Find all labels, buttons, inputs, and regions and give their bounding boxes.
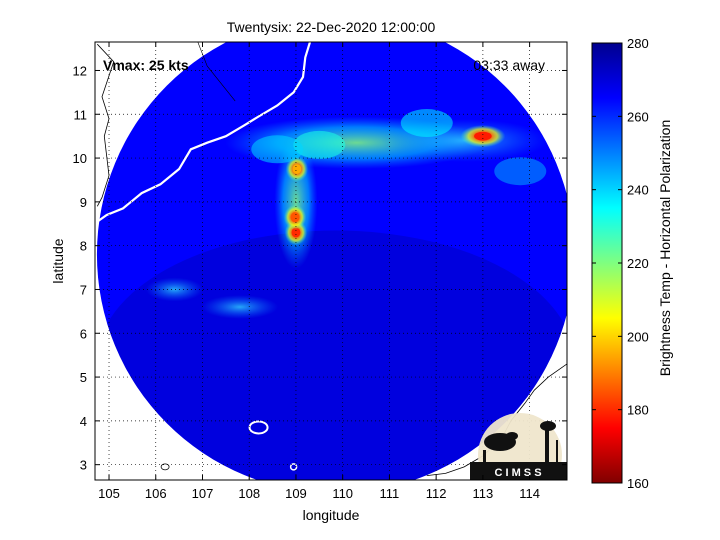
- x-tick-label: 111: [380, 486, 400, 501]
- chart-title: Twentysix: 22-Dec-2020 12:00:00: [227, 19, 436, 35]
- convective-cell: [251, 135, 304, 164]
- cloud-patch-mid: [201, 295, 279, 319]
- grid: [95, 42, 567, 480]
- y-axis: 3 4 5 6 7 8 9 10 11 12: [73, 63, 567, 473]
- y-tick-label: 7: [80, 282, 87, 297]
- y-tick-label: 6: [80, 326, 87, 341]
- colorbar-tick-label: 200: [627, 329, 649, 344]
- coastline-gulf-thailand: [96, 43, 115, 207]
- island-natuna: [248, 420, 269, 435]
- island-small: [160, 463, 170, 471]
- convective-cell: [460, 124, 506, 148]
- x-axis-label: longitude: [303, 507, 360, 523]
- convective-cell: [285, 156, 309, 182]
- coastline-vietnam: [96, 42, 312, 223]
- colorbar-tick-label: 260: [627, 109, 649, 124]
- colorbar-tick-label: 160: [627, 476, 649, 491]
- colorbar-label: Brightness Temp - Horizontal Polarizatio…: [657, 120, 673, 377]
- convective-cell: [283, 204, 307, 230]
- cloud-patch-west: [145, 277, 204, 302]
- colorbar: 160 180 200 220 240 260 280 Brightness Temp - …: [591, 36, 673, 491]
- x-tick-label: 110: [332, 486, 353, 501]
- brightness-swath: [96, 42, 567, 480]
- plot-frame: [94, 41, 568, 481]
- colorbar-tick-label: 240: [627, 183, 649, 198]
- x-tick-label: 113: [473, 486, 494, 501]
- x-tick-label: 105: [98, 486, 120, 501]
- convective-cell: [494, 157, 547, 186]
- colorbar-ticks: 160 180 200 220 240 260 280: [592, 36, 649, 491]
- vmax-annotation: Vmax: 25 kts: [103, 57, 189, 73]
- y-tick-label: 4: [80, 414, 87, 429]
- y-tick-label: 12: [73, 63, 87, 78]
- y-tick-label: 3: [80, 458, 87, 473]
- time-away-annotation: 03:33 away: [473, 57, 545, 73]
- colorbar-tick-label: 180: [627, 403, 649, 418]
- x-tick-label: 108: [238, 486, 260, 501]
- y-tick-label: 10: [73, 151, 87, 166]
- cold-ocean-region: [96, 230, 567, 480]
- convective-cell: [400, 109, 453, 138]
- colorbar-tick-label: 280: [627, 36, 649, 51]
- plot-area: C I M S S: [95, 42, 567, 480]
- y-tick-label: 5: [80, 370, 87, 385]
- y-tick-label: 9: [80, 195, 87, 210]
- x-tick-label: 106: [145, 486, 167, 501]
- y-tick-label: 11: [74, 107, 88, 122]
- x-tick-label: 114: [519, 486, 540, 501]
- y-tick-label: 8: [80, 239, 87, 254]
- x-tick-label: 112: [426, 486, 447, 501]
- x-tick-label: 109: [285, 486, 307, 501]
- convective-cell: [293, 130, 346, 159]
- cimss-logo: C I M S S: [470, 413, 567, 480]
- x-tick-label: 107: [192, 486, 214, 501]
- colorbar-gradient: [591, 42, 623, 484]
- x-axis: 105 106 107 108 109 110 111 112 113 114: [98, 42, 540, 501]
- cimss-logo-text: C I M S S: [494, 467, 541, 479]
- colorbar-tick-label: 220: [627, 256, 649, 271]
- y-axis-label: latitude: [50, 238, 66, 283]
- island-small-2: [289, 463, 298, 471]
